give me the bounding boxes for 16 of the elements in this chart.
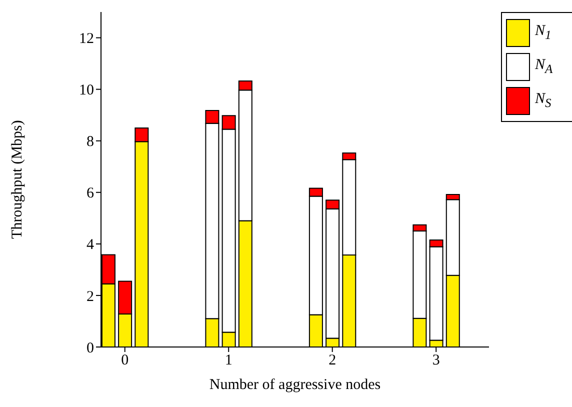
- legend-label: N$_{1}$: [535, 23, 552, 43]
- y-tick-label: 2: [86, 288, 94, 305]
- y-tick-label: 0: [86, 340, 94, 356]
- y-tick-label: 10: [79, 82, 94, 99]
- y-axis-title: Throughput (Mbps): [9, 120, 26, 239]
- legend-label: N$_{S}$: [535, 91, 552, 111]
- x-axis-title: Number of aggressive nodes: [209, 377, 381, 393]
- y-tick-label: 6: [86, 186, 94, 202]
- y-tick-label: 8: [86, 134, 94, 150]
- x-tick-label: 2: [328, 352, 336, 369]
- legend-label: N$_{A}$: [535, 57, 553, 77]
- x-tick-label: 0: [121, 352, 129, 369]
- x-tick-label: 3: [432, 352, 440, 369]
- y-tick-label: 4: [86, 237, 94, 254]
- x-tick-label: 1: [224, 352, 232, 369]
- y-tick-label: 12: [79, 31, 94, 48]
